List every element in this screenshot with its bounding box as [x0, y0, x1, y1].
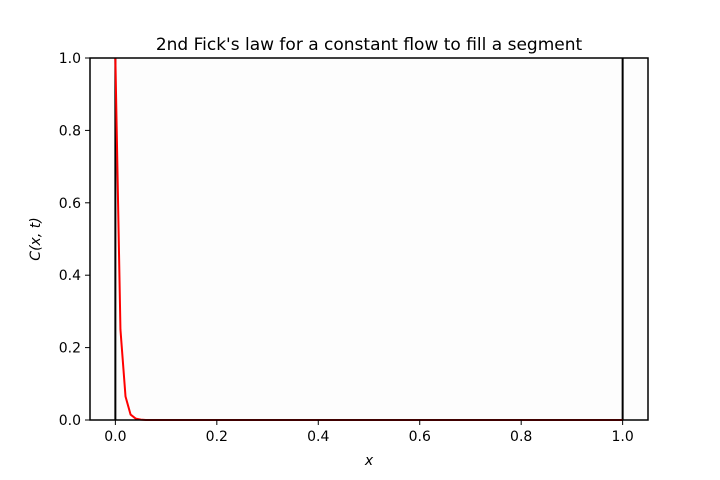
- x-tick-label: 0.6: [409, 429, 431, 445]
- y-tick-label: 1.0: [59, 51, 81, 67]
- boundary-lines: [114, 58, 624, 420]
- y-tick-label: 0.8: [59, 123, 81, 139]
- x-tick-label: 0.2: [206, 429, 228, 445]
- y-tick-label: 0.6: [59, 196, 81, 212]
- y-ticks: 0.0 0.2 0.4 0.6 0.8 1.0: [59, 51, 90, 429]
- x-axis-label: x: [364, 453, 374, 469]
- chart-title: 2nd Fick's law for a constant flow to fi…: [156, 35, 583, 55]
- x-ticks: 0.0 0.2 0.4 0.6 0.8 1.0: [104, 420, 634, 445]
- x-tick-label: 0.0: [104, 429, 126, 445]
- x-tick-label: 0.8: [510, 429, 532, 445]
- y-tick-label: 0.2: [59, 341, 81, 357]
- y-tick-label: 0.4: [59, 268, 81, 284]
- x-tick-label: 0.4: [307, 429, 329, 445]
- y-axis-label: C(x, t): [28, 217, 44, 260]
- plot-background: [90, 58, 648, 420]
- y-tick-label: 0.0: [59, 413, 81, 429]
- x-tick-label: 1.0: [612, 429, 634, 445]
- plot-frame: [89, 57, 649, 421]
